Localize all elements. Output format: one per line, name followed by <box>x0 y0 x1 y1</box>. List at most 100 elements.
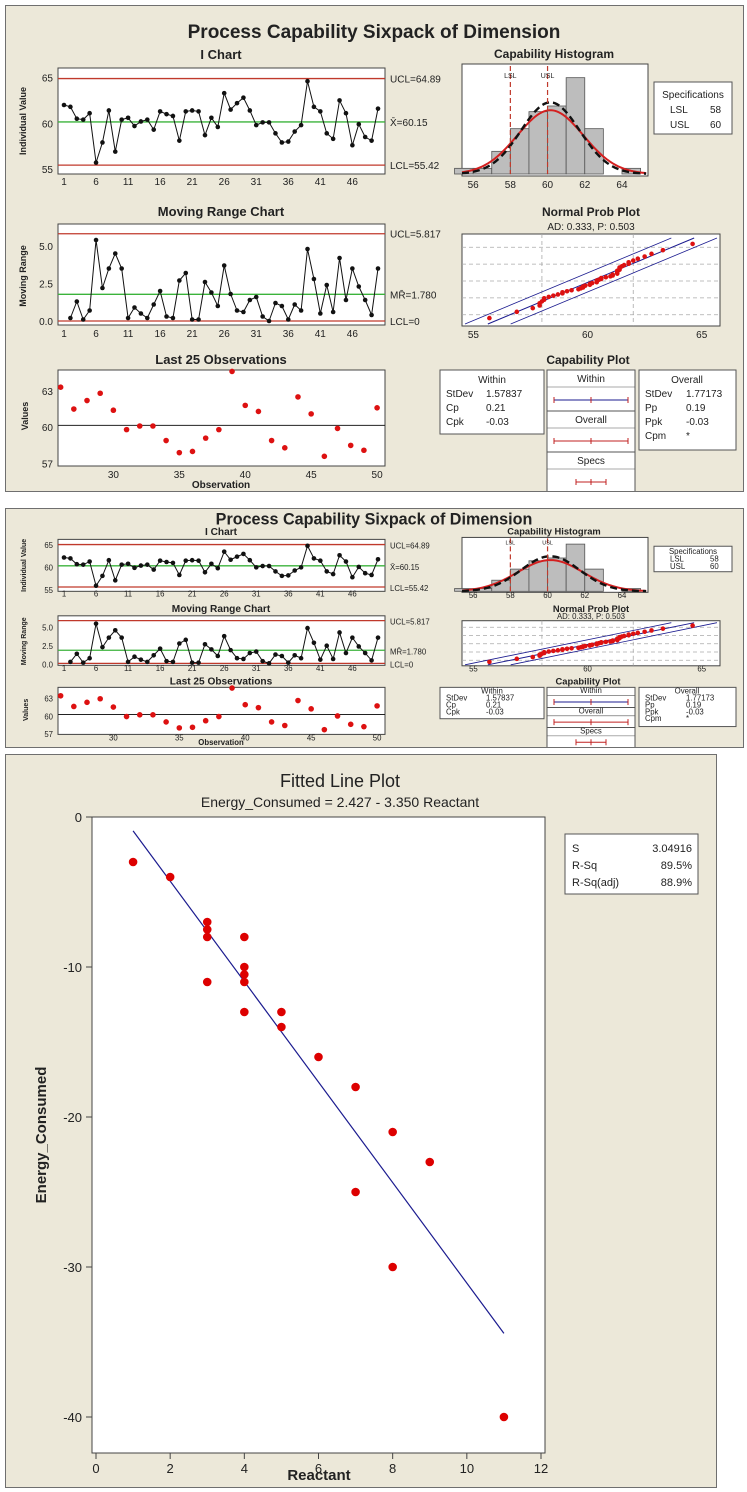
last25-ytick-label: 63 <box>42 387 54 398</box>
mrchart-xtick-label: 21 <box>188 664 197 673</box>
mrchart-xtick-label: 16 <box>155 329 167 340</box>
ichart-xtick-label: 6 <box>94 590 98 599</box>
probplot-point <box>530 654 536 660</box>
mrchart-point <box>311 640 317 646</box>
ichart-title: I Chart <box>200 47 242 62</box>
fitted-point <box>277 1007 286 1017</box>
ichart-ytick-label: 55 <box>42 165 54 176</box>
ichart-point <box>106 108 112 113</box>
ichart-point <box>209 115 214 121</box>
probplot-point <box>603 274 609 280</box>
mrchart-point <box>330 309 336 315</box>
probplot-point <box>660 626 666 631</box>
mrchart-point <box>93 237 99 243</box>
mrchart-point <box>106 266 112 271</box>
fitted-xtick-label: 10 <box>460 1461 474 1476</box>
mrchart-ytick-label: 0.0 <box>42 660 54 669</box>
mrchart-xtick-label: 41 <box>316 664 325 673</box>
specs-box <box>653 81 733 135</box>
last25-plot-area <box>57 686 386 735</box>
fitted-equation: Energy_Consumed = 2.427 - 3.350 Reactant <box>201 794 479 810</box>
capplot-within-row-label: StDev <box>446 694 467 703</box>
ichart-point <box>119 562 124 567</box>
fitted-ytick-label: -20 <box>63 1110 82 1125</box>
ichart-point <box>279 573 285 579</box>
probplot-point <box>551 648 556 654</box>
histogram-xtick-label: 64 <box>618 591 627 600</box>
ichart-ytick-label: 60 <box>44 563 53 572</box>
mrchart-point <box>241 309 246 315</box>
last25-xtick-label: 45 <box>307 733 316 742</box>
sixpack-title: Process Capability Sixpack of Dimension <box>216 511 533 529</box>
capplot-within-row-value: 1.57837 <box>486 389 523 400</box>
capplot-legend-within-label: Within <box>580 686 602 695</box>
fitted-stats-table: S 3.04916 R-Sq 89.5% R-Sq(adj) 88.9% <box>572 843 692 889</box>
capplot-overall-row-value: 0.19 <box>686 700 701 709</box>
ichart-point <box>318 109 323 114</box>
mrchart-point <box>106 635 112 640</box>
mrchart-point <box>157 646 163 651</box>
ichart-point <box>260 120 265 125</box>
mrchart-point <box>228 647 233 653</box>
probplot-point <box>610 638 615 643</box>
mrchart-point <box>132 654 137 660</box>
fitted-ytick-label: 0 <box>75 810 82 825</box>
histogram-xtick-label: 58 <box>506 591 515 600</box>
ichart-lcl-label: LCL=55.42 <box>390 584 428 593</box>
mrchart-xtick-label: 6 <box>94 664 98 673</box>
mrchart-ucl-label: UCL=5.817 <box>390 230 441 241</box>
mrchart-point <box>305 246 310 252</box>
mrchart-point <box>343 650 349 656</box>
specs-row-label: LSL <box>670 554 685 563</box>
fitted-point <box>202 917 212 927</box>
specs-row-label: USL <box>670 562 686 571</box>
mrchart-point <box>100 285 105 291</box>
ichart-xtick-label: 26 <box>220 590 229 599</box>
probplot-point <box>555 292 561 297</box>
fitted-xtick-label: 6 <box>315 1461 322 1476</box>
mrchart-point <box>375 635 381 640</box>
mrchart-lcl-label: LCL=0 <box>390 317 420 328</box>
ichart-point <box>356 121 362 127</box>
fitted-point <box>351 1187 360 1197</box>
probplot-point <box>649 628 654 633</box>
fitted-point <box>240 1007 249 1017</box>
fitted-xtick-label: 8 <box>389 1461 396 1476</box>
capplot-overall-row-label: Ppk <box>645 707 659 716</box>
ichart-point <box>68 104 73 110</box>
last25-point <box>97 390 103 397</box>
histogram-bar <box>584 128 604 175</box>
fitted-line <box>132 830 505 1334</box>
fitted-point <box>277 1022 286 1032</box>
probplot-subtitle: AD: 0.333, P: 0.503 <box>557 612 625 621</box>
fitted-point <box>351 1082 360 1092</box>
mrchart-xtick-label: 36 <box>284 664 293 673</box>
ichart-point <box>80 117 86 122</box>
mrchart-point <box>209 647 214 652</box>
mrchart-point <box>318 311 323 316</box>
ichart-point <box>132 565 137 571</box>
fitted-point <box>314 1052 323 1062</box>
last25-ytick-label: 60 <box>42 423 54 434</box>
histogram-usl-tag: USL <box>541 73 555 80</box>
ichart-xtick-label: 31 <box>251 177 263 188</box>
mrchart-title: Moving Range Chart <box>172 604 271 615</box>
capplot-within-header: Within <box>481 687 503 696</box>
ichart-ylabel: Individual Value <box>21 539 28 592</box>
probplot-point <box>555 648 561 653</box>
fitted-point <box>425 1157 435 1167</box>
ichart-point <box>151 127 157 132</box>
capplot-overall-row-value: -0.03 <box>686 417 709 428</box>
mrchart-point <box>369 312 374 318</box>
capplot-overall-row-value: 0.19 <box>686 403 706 414</box>
probplot-point <box>642 629 647 635</box>
last25-point <box>229 368 235 375</box>
mrchart-ytick-label: 2.5 <box>39 280 53 291</box>
ichart-point <box>311 556 317 561</box>
sixpack2-svg: Process Capability Sixpack of Dimension I… <box>21 511 737 749</box>
probplot-point <box>564 646 570 652</box>
capplot-within-row-value: 0.21 <box>486 700 501 709</box>
capplot-overall-row-value: * <box>686 431 690 442</box>
ichart-point <box>74 116 80 122</box>
ichart-xtick-label: 1 <box>61 177 67 188</box>
